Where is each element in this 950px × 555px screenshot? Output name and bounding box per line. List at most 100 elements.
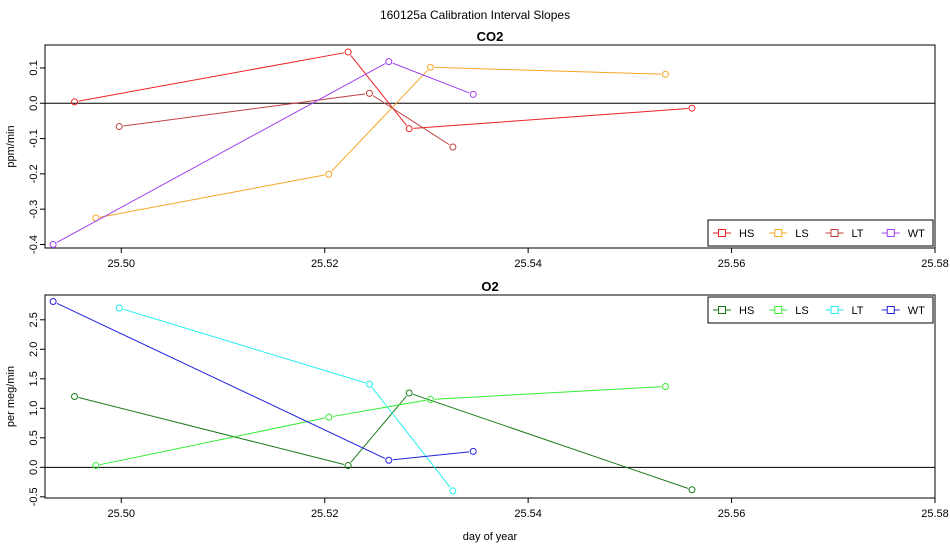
data-point bbox=[469, 447, 477, 455]
data-point bbox=[49, 240, 57, 248]
legend-label: WT bbox=[908, 305, 925, 317]
data-point bbox=[115, 123, 123, 131]
series-line bbox=[350, 55, 407, 126]
y-tick-label: -0.1 bbox=[28, 129, 40, 148]
y-tick-label: 0.0 bbox=[28, 460, 40, 475]
series-lt bbox=[115, 89, 457, 151]
legend-marker bbox=[774, 229, 783, 237]
series-hs bbox=[70, 48, 696, 133]
legend-label: HS bbox=[739, 228, 754, 240]
legend-marker bbox=[774, 306, 783, 314]
data-point bbox=[661, 70, 669, 78]
y-tick-label: -0.4 bbox=[28, 235, 40, 254]
series-line bbox=[372, 95, 450, 146]
y-tick-label: -0.3 bbox=[28, 200, 40, 219]
panel-title: CO2 bbox=[477, 29, 504, 44]
y-tick-label: 0.5 bbox=[28, 430, 40, 445]
x-tick-label: 25.58 bbox=[921, 258, 949, 270]
series-wt bbox=[49, 58, 477, 248]
y-axis-label: ppm/min bbox=[5, 125, 17, 167]
data-point bbox=[688, 104, 696, 112]
y-tick-label: 2.5 bbox=[28, 312, 40, 327]
data-point bbox=[661, 382, 669, 390]
series-line bbox=[332, 399, 427, 417]
data-point bbox=[92, 462, 100, 470]
data-point bbox=[688, 486, 696, 494]
legend-item-lt: LT bbox=[825, 228, 864, 240]
legend-label: LT bbox=[852, 228, 864, 240]
series-line bbox=[123, 308, 366, 384]
data-point bbox=[469, 90, 477, 98]
series-line bbox=[99, 417, 325, 466]
series-ls bbox=[92, 63, 669, 222]
x-tick-label: 25.52 bbox=[311, 508, 339, 520]
series-line bbox=[413, 107, 688, 129]
legend-marker bbox=[830, 229, 839, 237]
x-axis-label: day of year bbox=[463, 531, 518, 543]
data-point bbox=[405, 389, 413, 397]
plot-frame bbox=[44, 44, 936, 249]
data-point bbox=[325, 413, 333, 421]
series-line bbox=[350, 395, 407, 463]
y-tick-label: -0.2 bbox=[28, 164, 40, 183]
legend-marker bbox=[718, 229, 726, 237]
x-tick-label: 25.54 bbox=[514, 258, 542, 270]
legend-item-ls: LS bbox=[769, 305, 809, 317]
data-point bbox=[385, 456, 393, 464]
y-tick-label: 1.0 bbox=[28, 401, 40, 416]
legend-marker bbox=[886, 229, 895, 237]
x-tick-label: 25.50 bbox=[108, 508, 136, 520]
data-point bbox=[365, 380, 373, 388]
series-line bbox=[78, 52, 345, 102]
series-line bbox=[434, 66, 662, 75]
data-point bbox=[70, 393, 78, 400]
series-line bbox=[392, 62, 470, 94]
series-line bbox=[123, 93, 366, 127]
legend-item-lt: LT bbox=[825, 305, 864, 317]
data-point bbox=[70, 98, 78, 106]
series-hs bbox=[70, 389, 696, 494]
legend-marker bbox=[886, 306, 895, 314]
data-point bbox=[449, 143, 457, 151]
data-point bbox=[365, 89, 373, 97]
data-point bbox=[49, 297, 57, 305]
legend-label: LS bbox=[795, 228, 808, 240]
legend-label: LS bbox=[795, 305, 808, 317]
y-tick-label: -0.5 bbox=[28, 487, 40, 506]
legend-marker bbox=[830, 306, 839, 314]
y-tick-label: 0.0 bbox=[28, 96, 40, 111]
legend-label: WT bbox=[908, 228, 925, 240]
series-ls bbox=[92, 382, 669, 470]
data-point bbox=[449, 487, 457, 495]
x-tick-label: 25.56 bbox=[718, 258, 746, 270]
series-wt bbox=[49, 297, 477, 464]
legend-item-ls: LS bbox=[769, 228, 809, 240]
series-line bbox=[78, 397, 345, 466]
x-tick-label: 25.54 bbox=[514, 508, 542, 520]
figure-title: 160125a Calibration Interval Slopes bbox=[380, 8, 570, 22]
data-point bbox=[344, 462, 352, 470]
series-line bbox=[331, 69, 428, 172]
legend-label: LT bbox=[852, 305, 864, 317]
panel-o2: O2 25.50 25.52 25.54 25.56 25.58 -0.5 0.0 0.5 1.0… bbox=[5, 279, 949, 543]
data-point bbox=[426, 395, 434, 403]
data-point bbox=[325, 170, 333, 178]
legend-item-hs: HS bbox=[713, 228, 754, 240]
series-line bbox=[56, 302, 386, 459]
legend-label: HS bbox=[739, 305, 754, 317]
data-point bbox=[385, 58, 393, 66]
data-point bbox=[115, 304, 123, 312]
legend: HS LS LT WT bbox=[707, 296, 934, 324]
panel-title: O2 bbox=[481, 279, 498, 294]
x-tick-label: 25.50 bbox=[108, 258, 136, 270]
x-tick-label: 25.58 bbox=[921, 508, 949, 520]
legend-marker bbox=[718, 306, 726, 314]
series-line bbox=[392, 451, 470, 461]
y-tick-label: 0.1 bbox=[28, 60, 40, 75]
series-line bbox=[434, 386, 662, 400]
legend-item-hs: HS bbox=[713, 305, 754, 317]
series-lt bbox=[115, 304, 457, 495]
series-line bbox=[371, 387, 451, 488]
